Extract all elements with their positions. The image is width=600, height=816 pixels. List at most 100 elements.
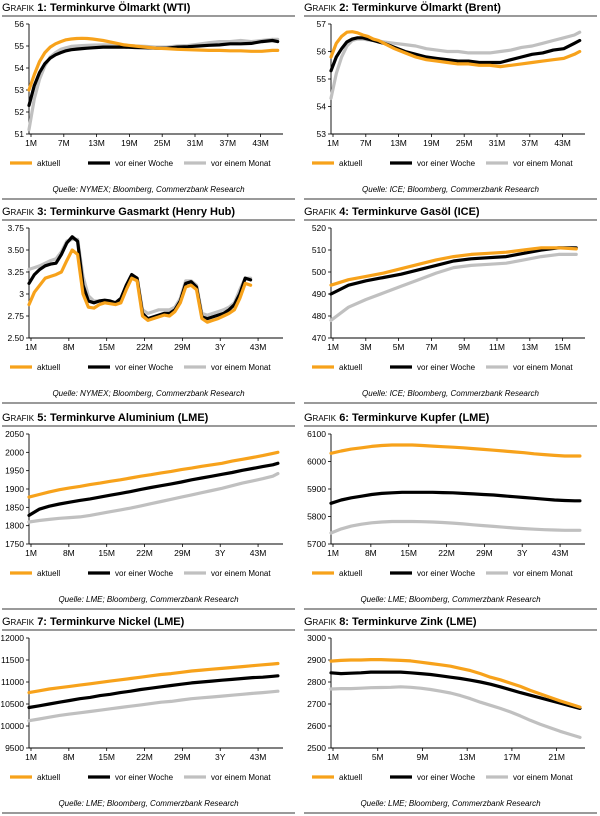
chart-panel-3: Grafik 3: Terminkurve Gasmarkt (Henry Hu…	[2, 206, 295, 406]
title-rule	[304, 629, 597, 631]
chart-title: Grafik 6: Terminkurve Kupfer (LME)	[304, 412, 489, 424]
y-tick-label: 490	[312, 289, 326, 299]
y-tick-label: 2600	[307, 721, 326, 731]
title-rule	[2, 425, 295, 427]
y-tick-label: 1900	[5, 484, 24, 494]
series-line-monat	[27, 37, 280, 132]
legend-label-woche: vor einer Woche	[417, 363, 476, 372]
y-tick-label: 5700	[307, 539, 326, 549]
x-tick-label: 22M	[136, 342, 153, 352]
y-tick-label: 2700	[307, 699, 326, 709]
x-tick-label: 1M	[25, 752, 37, 762]
x-tick-label: 31M	[187, 138, 204, 148]
y-tick-label: 10000	[0, 721, 24, 731]
chart-panel-8: Grafik 8: Terminkurve Zink (LME) 2500 2600…	[304, 616, 597, 816]
y-tick-label: 55	[317, 74, 327, 84]
series-line-aktuell	[329, 658, 582, 709]
legend-label-monat: vor einem Monat	[513, 569, 573, 578]
legend-label-aktuell: aktuell	[339, 569, 362, 578]
panel-bottom-rule	[2, 608, 295, 610]
figure-label: Grafik	[2, 616, 35, 628]
y-tick-label: 2050	[5, 429, 24, 439]
chart-source: Quelle: LME; Bloomberg, Commerzbank Rese…	[58, 595, 239, 604]
chart-plot: 1750 1800 1850 1900 1950 2000 2050 1M 8M 15M 22M 29…	[5, 429, 283, 578]
figure-label: Grafik	[2, 412, 35, 424]
y-tick-label: 3.25	[7, 267, 24, 277]
y-tick-label: 54	[317, 102, 327, 112]
legend-label-woche: vor einer Woche	[115, 159, 174, 168]
y-tick-label: 3000	[307, 633, 326, 643]
chart-panel-6: Grafik 6: Terminkurve Kupfer (LME) 5700 58…	[304, 412, 597, 612]
x-tick-label: 22M	[438, 548, 455, 558]
y-tick-label: 1950	[5, 466, 24, 476]
y-tick-label: 3	[19, 289, 24, 299]
chart-panel-2: Grafik 2: Terminkurve Ölmarkt (Brent) 53 5…	[304, 2, 597, 202]
title-rule	[2, 629, 295, 631]
series-line-woche	[329, 36, 582, 73]
y-tick-label: 2.75	[7, 311, 24, 321]
y-tick-label: 53	[317, 129, 327, 139]
x-tick-label: 25M	[154, 138, 171, 148]
series-line-aktuell	[329, 443, 582, 458]
x-tick-label: 1M	[327, 342, 339, 352]
y-tick-label: 500	[312, 267, 326, 277]
y-tick-label: 480	[312, 311, 326, 321]
chart-title-text: Terminkurve Aluminium (LME)	[46, 412, 209, 424]
x-tick-label: 1M	[327, 138, 339, 148]
x-tick-label: 3Y	[215, 548, 226, 558]
y-tick-label: 56	[15, 19, 25, 29]
chart-title: Grafik 3: Terminkurve Gasmarkt (Henry Hu…	[2, 206, 235, 218]
x-tick-label: 8M	[365, 548, 377, 558]
x-tick-label: 1M	[25, 138, 37, 148]
x-tick-label: 37M	[220, 138, 237, 148]
chart-title: Grafik 2: Terminkurve Ölmarkt (Brent)	[304, 2, 501, 14]
x-tick-label: 17M	[504, 752, 521, 762]
y-tick-label: 2500	[307, 743, 326, 753]
x-tick-label: 13M	[390, 138, 407, 148]
figure-label: Grafik	[2, 2, 35, 14]
x-tick-label: 8M	[63, 752, 75, 762]
x-tick-label: 5M	[393, 342, 405, 352]
x-tick-label: 3Y	[517, 548, 528, 558]
series-line-aktuell	[329, 30, 582, 69]
x-tick-label: 1M	[25, 342, 37, 352]
series-line-monat	[27, 471, 280, 524]
series-line-monat	[329, 685, 582, 740]
chart-source: Quelle: LME; Bloomberg, Commerzbank Rese…	[58, 799, 239, 808]
chart-title: Grafik 4: Terminkurve Gasöl (ICE)	[304, 206, 480, 218]
chart-panel-1: Grafik 1: Terminkurve Ölmarkt (WTI) 51 52 5…	[2, 2, 295, 202]
y-tick-label: 55	[15, 41, 25, 51]
chart-title-text: Terminkurve Ölmarkt (Brent)	[348, 2, 501, 14]
y-tick-label: 2800	[307, 677, 326, 687]
figure-number: 6:	[339, 412, 349, 424]
x-tick-label: 37M	[522, 138, 539, 148]
series-line-aktuell	[329, 246, 578, 287]
figure-label: Grafik	[304, 206, 337, 218]
panel-bottom-rule	[2, 402, 295, 404]
x-tick-label: 7M	[425, 342, 437, 352]
legend-label-monat: vor einem Monat	[211, 569, 271, 578]
chart-title-text: Terminkurve Nickel (LME)	[46, 616, 185, 628]
legend-label-aktuell: aktuell	[37, 569, 60, 578]
legend-label-monat: vor einem Monat	[513, 363, 573, 372]
x-tick-label: 7M	[360, 138, 372, 148]
panel-bottom-rule	[304, 608, 597, 610]
x-tick-label: 15M	[98, 548, 115, 558]
series-line-monat	[329, 519, 582, 535]
series-line-monat	[329, 252, 578, 323]
legend-label-monat: vor einem Monat	[211, 159, 271, 168]
series-line-woche	[329, 246, 578, 296]
panel-bottom-rule	[2, 198, 295, 200]
figure-label: Grafik	[304, 616, 337, 628]
legend-label-monat: vor einem Monat	[513, 773, 573, 782]
chart-panel-7: Grafik 7: Terminkurve Nickel (LME) 9500 10…	[0, 616, 295, 816]
figure-number: 2:	[339, 2, 349, 14]
figure-number: 4:	[339, 206, 349, 218]
x-tick-label: 22M	[136, 548, 153, 558]
figure-number: 1:	[37, 2, 47, 14]
figure-number: 8:	[339, 616, 349, 628]
x-tick-label: 15M	[400, 548, 417, 558]
chart-panel-4: Grafik 4: Terminkurve Gasöl (ICE) 470 480 4…	[304, 206, 597, 406]
legend-label-woche: vor einer Woche	[417, 159, 476, 168]
legend-label-aktuell: aktuell	[339, 363, 362, 372]
